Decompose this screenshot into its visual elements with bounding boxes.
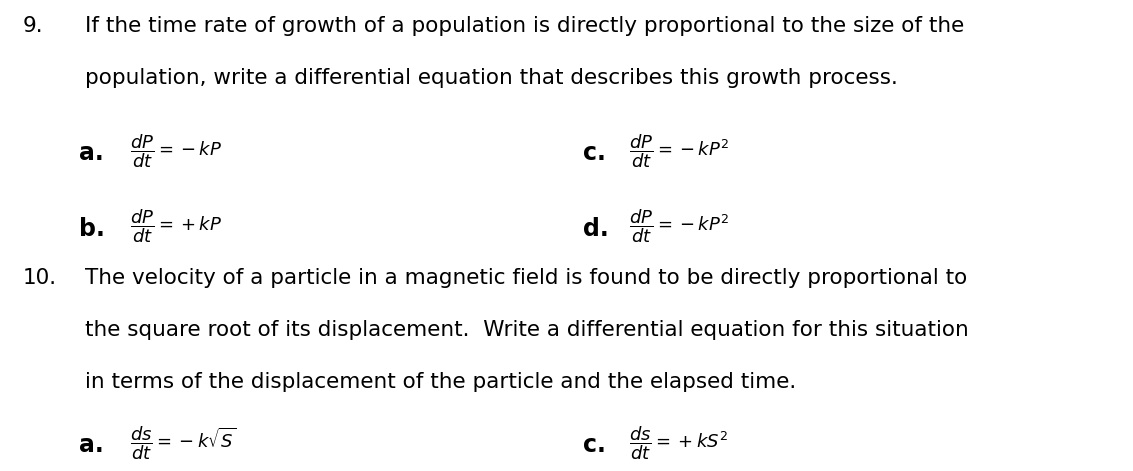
Text: in terms of the displacement of the particle and the elapsed time.: in terms of the displacement of the part…: [85, 372, 796, 392]
Text: 9.: 9.: [23, 16, 43, 36]
Text: a.: a.: [79, 433, 104, 457]
Text: c.: c.: [583, 141, 606, 165]
Text: The velocity of a particle in a magnetic field is found to be directly proportio: The velocity of a particle in a magnetic…: [85, 268, 968, 288]
Text: a.: a.: [79, 141, 104, 165]
Text: If the time rate of growth of a population is directly proportional to the size : If the time rate of growth of a populati…: [85, 16, 964, 36]
Text: b.: b.: [79, 217, 105, 241]
Text: $\dfrac{dP}{dt} = -kP^2$: $\dfrac{dP}{dt} = -kP^2$: [629, 132, 729, 170]
Text: population, write a differential equation that describes this growth process.: population, write a differential equatio…: [85, 68, 897, 88]
Text: $\dfrac{ds}{dt} = -k\sqrt{S}$: $\dfrac{ds}{dt} = -k\sqrt{S}$: [130, 424, 237, 462]
Text: $\dfrac{dP}{dt} = -kP$: $\dfrac{dP}{dt} = -kP$: [130, 132, 222, 170]
Text: $\dfrac{ds}{dt} = +kS^2$: $\dfrac{ds}{dt} = +kS^2$: [629, 424, 727, 462]
Text: d.: d.: [583, 217, 610, 241]
Text: the square root of its displacement.  Write a differential equation for this sit: the square root of its displacement. Wri…: [85, 320, 969, 340]
Text: c.: c.: [583, 433, 606, 457]
Text: 10.: 10.: [23, 268, 57, 288]
Text: $\dfrac{dP}{dt} = -kP^2$: $\dfrac{dP}{dt} = -kP^2$: [629, 207, 729, 245]
Text: $\dfrac{dP}{dt} = +kP$: $\dfrac{dP}{dt} = +kP$: [130, 207, 222, 245]
